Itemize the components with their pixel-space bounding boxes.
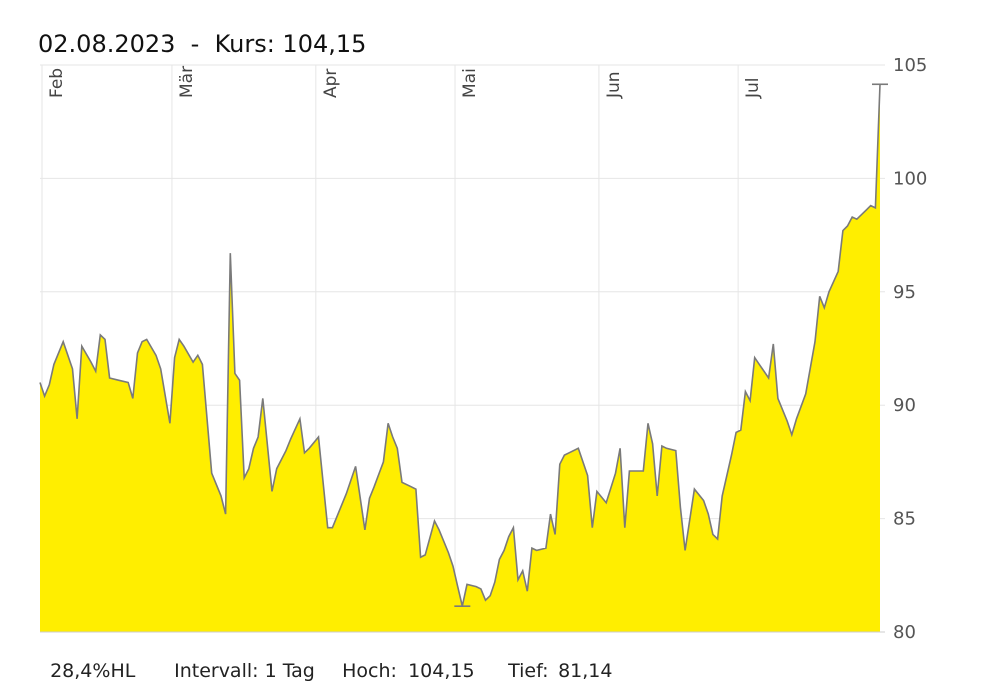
price-line bbox=[39, 84, 881, 607]
chart-title: 02.08.2023 - Kurs: 104,15 bbox=[38, 30, 367, 58]
low-label: Tief: bbox=[508, 660, 549, 682]
y-tick-label: 80 bbox=[893, 622, 916, 643]
price-area bbox=[40, 84, 880, 633]
month-label: Jul bbox=[743, 77, 763, 99]
x-axis-month-labels: Feb Mär Apr Mai Jun Jul bbox=[47, 66, 763, 99]
y-tick-label: 95 bbox=[893, 282, 916, 303]
y-tick-label: 100 bbox=[893, 168, 927, 189]
y-axis-ticks: 80 85 90 95 100 105 bbox=[893, 55, 927, 643]
month-label: Feb bbox=[47, 68, 67, 98]
y-tick-label: 85 bbox=[893, 509, 916, 530]
chart-footer: 28,4%HL Intervall: 1 Tag Hoch: 104,15 Tief: 8… bbox=[38, 638, 613, 682]
y-tick-label: 90 bbox=[893, 395, 916, 416]
high-low-markers bbox=[454, 83, 888, 607]
high-label: Hoch: bbox=[342, 660, 397, 682]
y-tick-label: 105 bbox=[893, 55, 927, 76]
low-value: 81,14 bbox=[558, 660, 613, 682]
month-label: Jun bbox=[604, 71, 624, 99]
month-label: Apr bbox=[321, 69, 341, 98]
month-label: Mai bbox=[460, 68, 480, 98]
change-percent: 28,4%HL bbox=[50, 660, 136, 682]
high-value: 104,15 bbox=[408, 660, 475, 682]
interval-label: Intervall: 1 Tag bbox=[174, 660, 315, 682]
month-label: Mär bbox=[177, 66, 197, 98]
